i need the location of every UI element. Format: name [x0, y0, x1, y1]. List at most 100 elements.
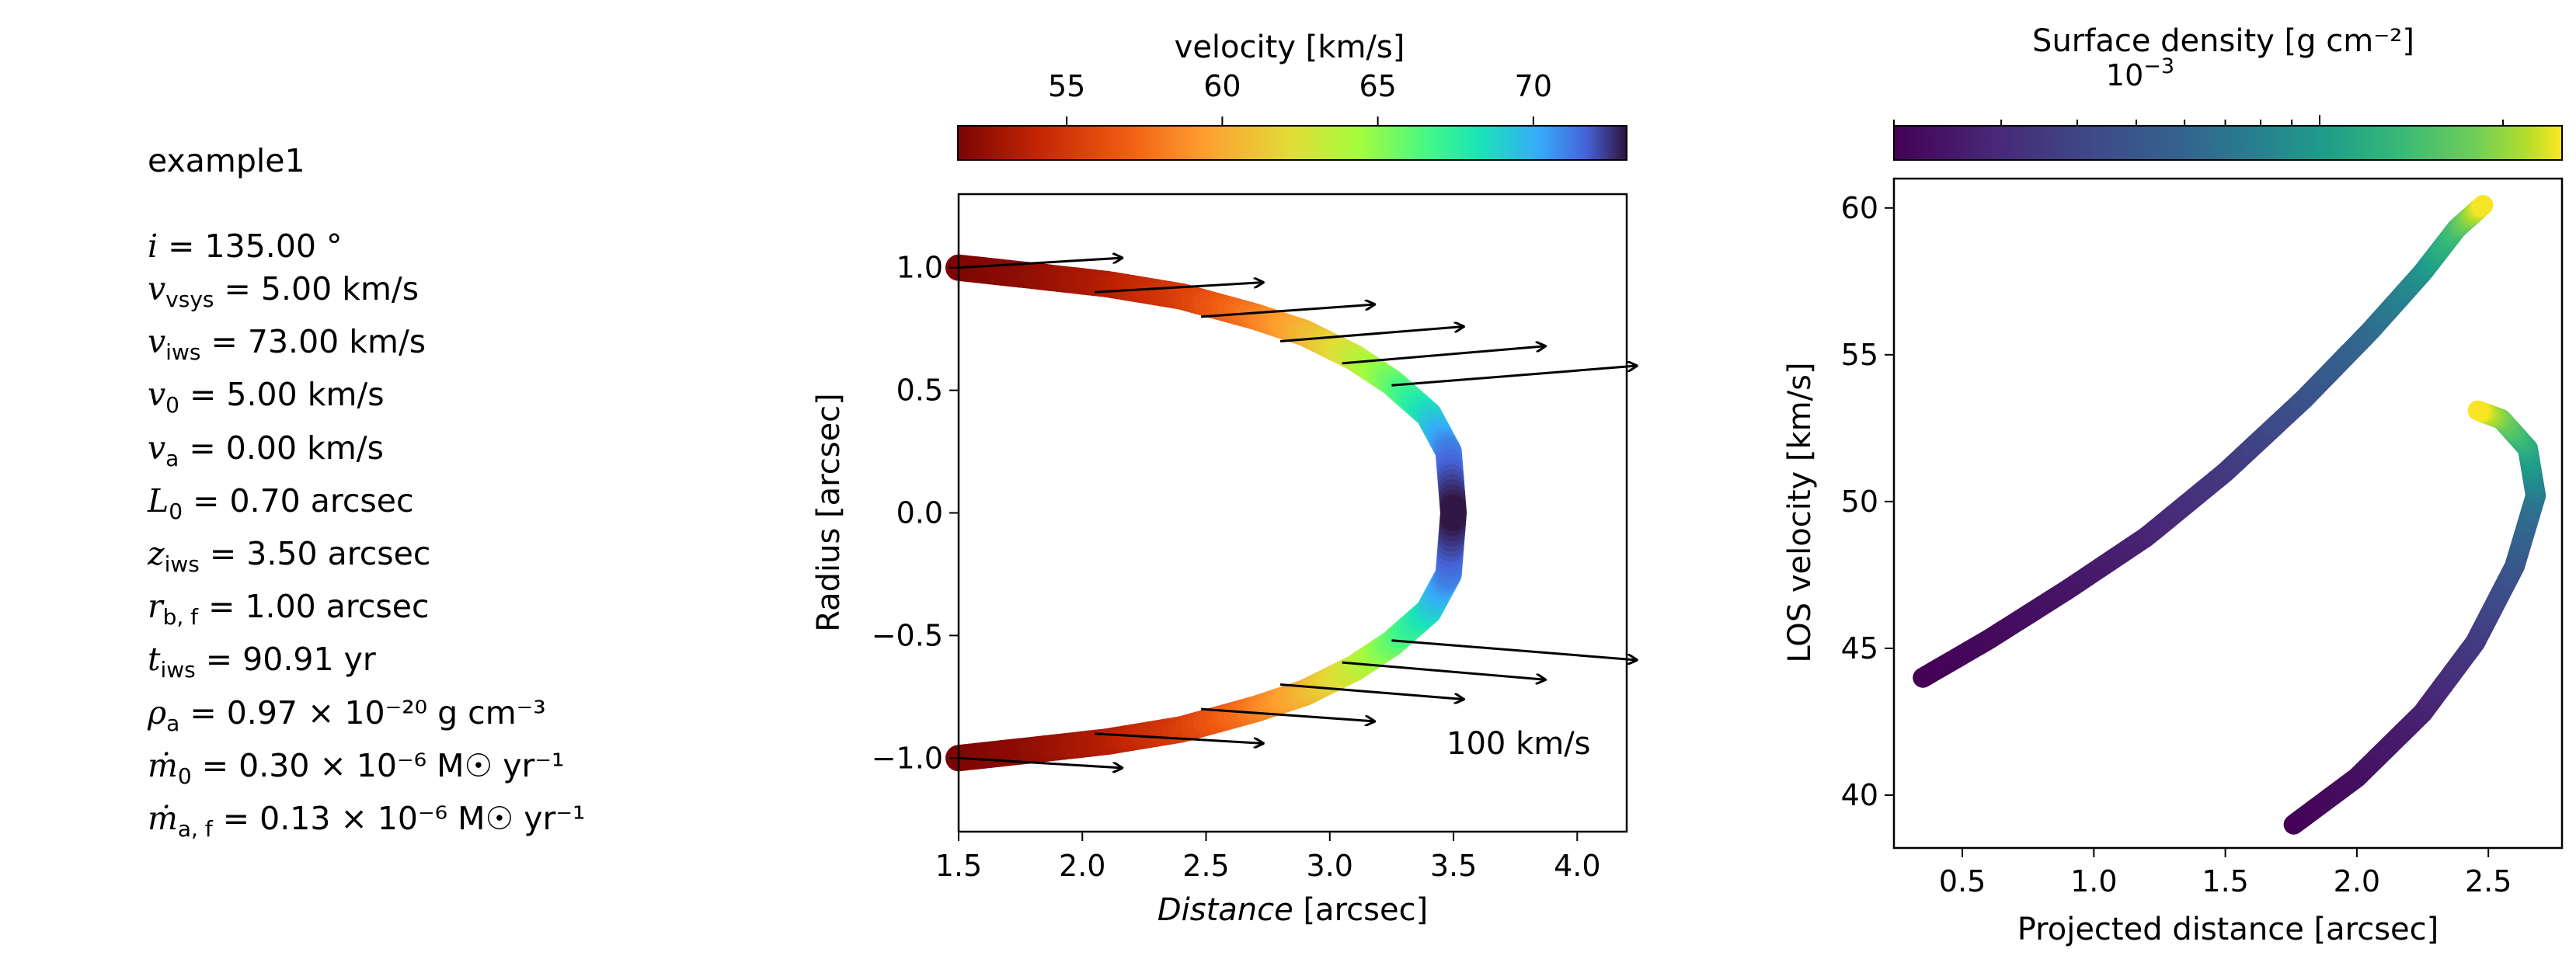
parameter-value: = 0.30 × 10⁻⁶ M☉ yr⁻¹: [191, 746, 565, 784]
parameter-symbol: ṁ: [148, 799, 178, 837]
axes1-xlabel-unit: [arcsec]: [1293, 892, 1428, 928]
axes1-xlabel: Distance [arcsec]: [1157, 892, 1428, 928]
axes1-xtick-label: 3.5: [1430, 849, 1477, 883]
velocity-arrow: [1279, 683, 1464, 700]
axes2-ticks: 0.5 1.0 1.5 2.0 2.5 40 45 50 55 60: [1841, 191, 2512, 898]
parameter-row: vvsys = 5.00 km/s: [148, 268, 586, 321]
parameter-row: tiws = 90.91 yr: [148, 638, 586, 691]
parameter-value: = 135.00 °: [158, 228, 343, 265]
parameter-subscript: b, f: [162, 604, 199, 631]
axes2-ytick-label: 40: [1841, 778, 1878, 812]
axes2-xtick-label: 1.0: [2070, 864, 2117, 898]
axes1-xtick-label: 2.0: [1059, 849, 1105, 883]
parameter-list: example1 i = 135.00 ° vvsys = 5.00 km/s vi…: [148, 140, 586, 850]
shell-curve: [945, 254, 1467, 772]
colorbar1-tick-label: 70: [1515, 69, 1552, 103]
parameter-value: = 3.50 arcsec: [199, 534, 431, 572]
parameter-symbol: t: [148, 641, 161, 679]
parameter-subscript: a: [165, 445, 179, 471]
pv-segment: [2471, 195, 2494, 217]
parameter-symbol: ṁ: [148, 746, 178, 784]
colorbar1-ticks: 55 60 65 70: [1048, 69, 1552, 126]
velocity-arrow: [1391, 366, 1636, 387]
parameter-value: = 5.00 km/s: [214, 270, 419, 308]
axes2-ytick-label: 60: [1841, 191, 1878, 225]
parameter-subscript: a: [166, 710, 180, 736]
parameter-row: viws = 73.00 km/s: [148, 321, 586, 374]
parameter-value: = 1.00 arcsec: [198, 588, 430, 626]
axes1-ytick-label: −0.5: [872, 618, 943, 652]
axes1-ytick-label: 0.5: [896, 374, 943, 408]
axes2-ylabel: LOS velocity [km/s]: [1782, 362, 1818, 662]
pv-branches: [1913, 195, 2546, 835]
axes1-ylabel: Radius [arcsec]: [811, 393, 847, 632]
velocity-arrow: [1342, 346, 1545, 365]
velocity-arrow: [1279, 327, 1464, 342]
velocity-arrow: [1342, 661, 1545, 679]
axes1-ytick-label: 1.0: [896, 251, 943, 285]
parameter-symbol: v: [148, 429, 166, 467]
parameter-row: va = 0.00 km/s: [148, 427, 586, 480]
parameter-subscript: iws: [165, 339, 201, 366]
parameter-row: ziws = 3.50 arcsec: [148, 533, 586, 586]
parameter-subscript: 0: [165, 392, 179, 419]
parameter-subscript: iws: [160, 657, 196, 683]
parameter-value: = 73.00 km/s: [200, 323, 426, 361]
colorbar1-label: velocity [km/s]: [1175, 30, 1405, 65]
shell-segment: [1439, 499, 1467, 532]
axes1-ticks: 1.5 2.0 2.5 3.0 3.5 4.0 −1.0 −0.5 0.0 0.5 1.0: [872, 251, 1601, 883]
parameter-subscript: a, f: [177, 816, 213, 843]
model-name: example1: [148, 142, 305, 179]
parameter-value: = 0.00 km/s: [179, 429, 384, 467]
parameter-subscript: 0: [169, 498, 183, 524]
axes1-ytick-label: 0.0: [896, 496, 943, 530]
parameter-value: = 0.13 × 10⁻⁶ M☉ yr⁻¹: [212, 799, 586, 837]
axes2-ytick-label: 45: [1841, 631, 1878, 665]
axes2-xtick-label: 2.5: [2465, 864, 2512, 898]
velocity-arrow: [1391, 639, 1636, 660]
velocity-arrow: [1201, 304, 1374, 318]
parameter-value: = 0.70 arcsec: [183, 481, 414, 519]
parameter-symbol: v: [148, 323, 166, 361]
colorbar1-tick-label: 55: [1048, 69, 1085, 103]
parameter-value: = 0.97 × 10⁻²⁰ g cm⁻³: [179, 693, 546, 731]
axes2-ytick-label: 50: [1841, 485, 1878, 519]
velocity-arrow: [958, 258, 1122, 269]
axes1-xtick-label: 3.0: [1307, 849, 1353, 883]
parameter-symbol: z: [148, 534, 165, 572]
axes2-xtick-label: 0.5: [1939, 864, 1986, 898]
velocity-arrow: [1095, 732, 1263, 744]
colorbar2: [1893, 125, 2563, 161]
axes1-ytick-label: −1.0: [872, 741, 943, 775]
axes1-xtick-label: 1.5: [935, 849, 982, 883]
parameter-row: ṁ0 = 0.30 × 10⁻⁶ M☉ yr⁻¹: [148, 745, 586, 797]
colorbar1: [957, 125, 1627, 161]
axes2-xtick-label: 1.5: [2202, 864, 2248, 898]
parameter-subscript: vsys: [165, 287, 214, 313]
parameter-symbol: r: [148, 588, 163, 626]
parameter-row: i = 135.00 °: [148, 225, 586, 268]
parameter-row: ρa = 0.97 × 10⁻²⁰ g cm⁻³: [148, 692, 586, 745]
axes1-xtick-label: 2.5: [1182, 849, 1229, 883]
parameter-row: v0 = 5.00 km/s: [148, 374, 586, 426]
parameter-row: ṁa, f = 0.13 × 10⁻⁶ M☉ yr⁻¹: [148, 797, 586, 850]
parameter-symbol: i: [148, 228, 158, 265]
axes2-xtick-label: 2.0: [2334, 864, 2380, 898]
parameter-subscript: iws: [164, 551, 200, 578]
axes2-frame: [1892, 177, 2564, 850]
parameter-row: L0 = 0.70 arcsec: [148, 480, 586, 533]
pv-segment: [2467, 400, 2490, 422]
parameter-rows: i = 135.00 ° vvsys = 5.00 km/s viws = 73.0…: [148, 225, 586, 850]
velocity-arrows: [958, 258, 1637, 768]
velocity-arrow: [1095, 283, 1263, 294]
parameter-symbol: L: [148, 481, 169, 519]
parameter-value: = 90.91 yr: [195, 641, 376, 679]
velocity-arrow: [1201, 707, 1374, 721]
parameter-subscript: 0: [177, 763, 192, 789]
parameter-row: rb, f = 1.00 arcsec: [148, 586, 586, 638]
axes2-xlabel: Projected distance [arcsec]: [2017, 912, 2439, 947]
colorbar1-tick-label: 65: [1359, 69, 1396, 103]
axes1-xtick-label: 4.0: [1554, 849, 1600, 883]
parameter-value: = 5.00 km/s: [179, 376, 385, 414]
